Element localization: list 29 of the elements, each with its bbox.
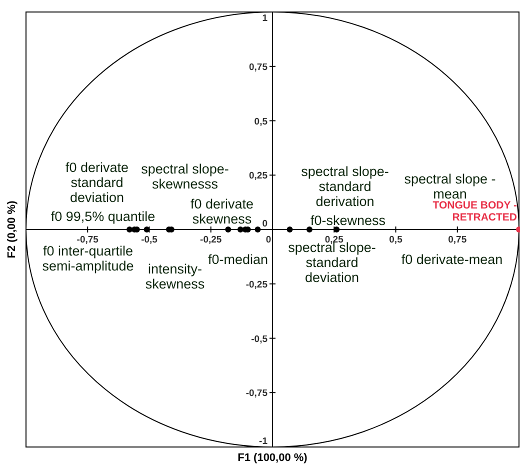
y-tick-label: 0: [262, 218, 268, 230]
y-tick-label: 0,25: [249, 170, 268, 182]
y-tick-label: 0,75: [249, 62, 268, 73]
annotation: f0 derivate skewness: [190, 196, 254, 226]
annotation: spectral slope- standard derivation: [301, 164, 389, 209]
annotation: intensity- skewness: [145, 261, 205, 292]
y-tick-label: -0,75: [246, 388, 268, 400]
y-tick-label: -1: [259, 436, 268, 447]
x-tick-label: -0,75: [76, 234, 100, 246]
annotation: spectral slope - mean: [404, 171, 496, 202]
annotation: f0 99,5% quantile: [50, 208, 156, 224]
annotation: f0 inter-quartile semi-amplitude: [42, 243, 134, 274]
x-tick-label: 0,5: [389, 234, 404, 246]
x-tick-label: 0,75: [448, 234, 468, 246]
y-tick-label: -0,25: [246, 279, 268, 290]
x-tick-label: -0,5: [141, 234, 158, 246]
x-tick-label: 0,25: [324, 234, 344, 246]
annotation: f0 derivate-mean: [401, 252, 503, 267]
annotation: spectral slope- skewnesss: [141, 161, 229, 192]
y-tick-label: 0,5: [254, 116, 268, 128]
x-tick-label: -0,25: [200, 234, 222, 246]
y-axis-title: F2 (0,00 %): [6, 200, 18, 258]
y-tick-label: -0,5: [251, 334, 268, 345]
y-tick-label: 1: [262, 13, 268, 24]
x-axis-title: F1 (100,00 %): [238, 452, 308, 464]
annotation: f0-median: [208, 252, 268, 267]
annotation: f0 derivate standard deviation: [65, 160, 129, 205]
annotation: f0-skewness: [310, 212, 386, 228]
series-label: TONGUE BODY - RETRACTED: [432, 199, 518, 224]
